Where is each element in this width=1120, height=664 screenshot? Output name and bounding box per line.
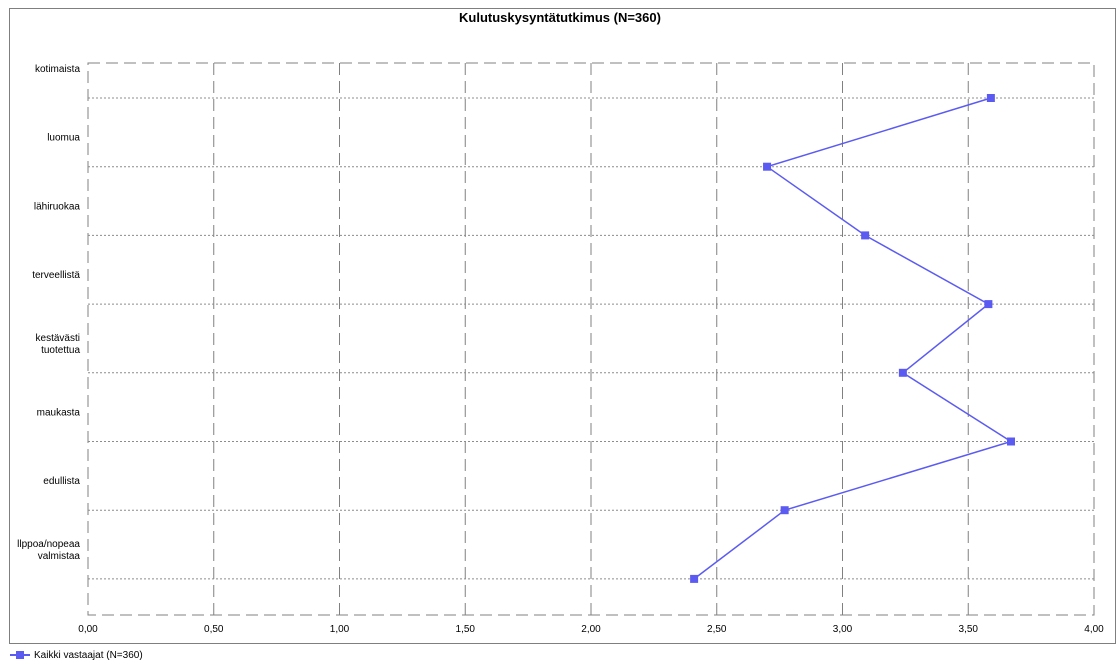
legend-swatch <box>10 650 30 660</box>
data-point <box>763 162 772 171</box>
data-point <box>898 368 907 377</box>
x-tick-label: 0,00 <box>78 624 98 635</box>
data-point <box>690 574 699 583</box>
data-point <box>986 94 995 102</box>
data-point <box>780 506 789 515</box>
category-label: kotimaista <box>35 64 80 75</box>
chart-frame <box>9 8 1116 644</box>
legend-label: Kaikki vastaajat (N=360) <box>34 649 143 661</box>
x-tick-label: 1,00 <box>330 624 350 635</box>
category-label: llppoa/nopeaa valmistaa <box>17 539 80 562</box>
category-label: kestävästi tuotettua <box>36 333 81 356</box>
x-tick-label: 3,50 <box>959 624 979 635</box>
category-label: luomua <box>47 133 80 144</box>
x-tick-label: 0,50 <box>204 624 224 635</box>
data-point <box>861 231 870 240</box>
x-tick-label: 2,00 <box>581 624 601 635</box>
data-point <box>1007 437 1016 446</box>
series-line <box>693 97 1013 580</box>
x-tick-label: 4,00 <box>1084 624 1104 635</box>
legend: Kaikki vastaajat (N=360) <box>10 648 143 662</box>
category-label: maukasta <box>37 408 81 419</box>
data-point <box>984 300 993 309</box>
category-label: terveellistä <box>32 270 80 281</box>
category-label: lähiruokaa <box>34 201 81 212</box>
x-tick-label: 1,50 <box>456 624 476 635</box>
x-tick-label: 2,50 <box>707 624 727 635</box>
chart-title: Kulutuskysyntätutkimus (N=360) <box>459 10 661 25</box>
x-tick-label: 3,00 <box>833 624 853 635</box>
category-label: edullista <box>43 476 80 487</box>
